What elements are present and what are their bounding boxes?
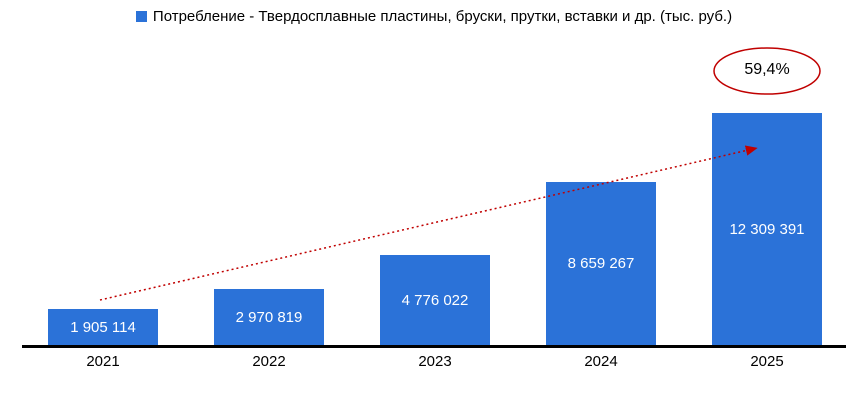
bar-value-label: 12 309 391 — [729, 220, 805, 238]
x-axis-label: 2024 — [584, 353, 618, 370]
x-axis-label: 2022 — [252, 353, 286, 370]
bar: 12 309 391 — [712, 113, 822, 345]
bar-value-label: 2 970 819 — [235, 308, 303, 326]
bar-value-label: 8 659 267 — [567, 255, 635, 272]
bar-value-label: 4 776 022 — [401, 291, 469, 309]
bar: 4 776 022 — [380, 255, 490, 345]
x-axis-line — [22, 345, 846, 348]
bar-value-label: 1 905 114 — [70, 318, 136, 336]
legend-swatch-icon — [135, 11, 147, 22]
legend-label: Потребление - Твердосплавные пластины, б… — [152, 8, 733, 25]
legend: Потребление - Твердосплавные пластины, б… — [0, 8, 868, 25]
growth-percentage-label: 59,4% — [744, 61, 790, 78]
x-axis-label: 2021 — [86, 353, 120, 370]
bar: 1 905 114 — [48, 309, 158, 345]
bar: 2 970 819 — [214, 289, 324, 345]
x-axis-label: 2025 — [750, 353, 784, 370]
x-axis-label: 2023 — [418, 353, 452, 370]
bar: 8 659 267 — [546, 182, 656, 345]
